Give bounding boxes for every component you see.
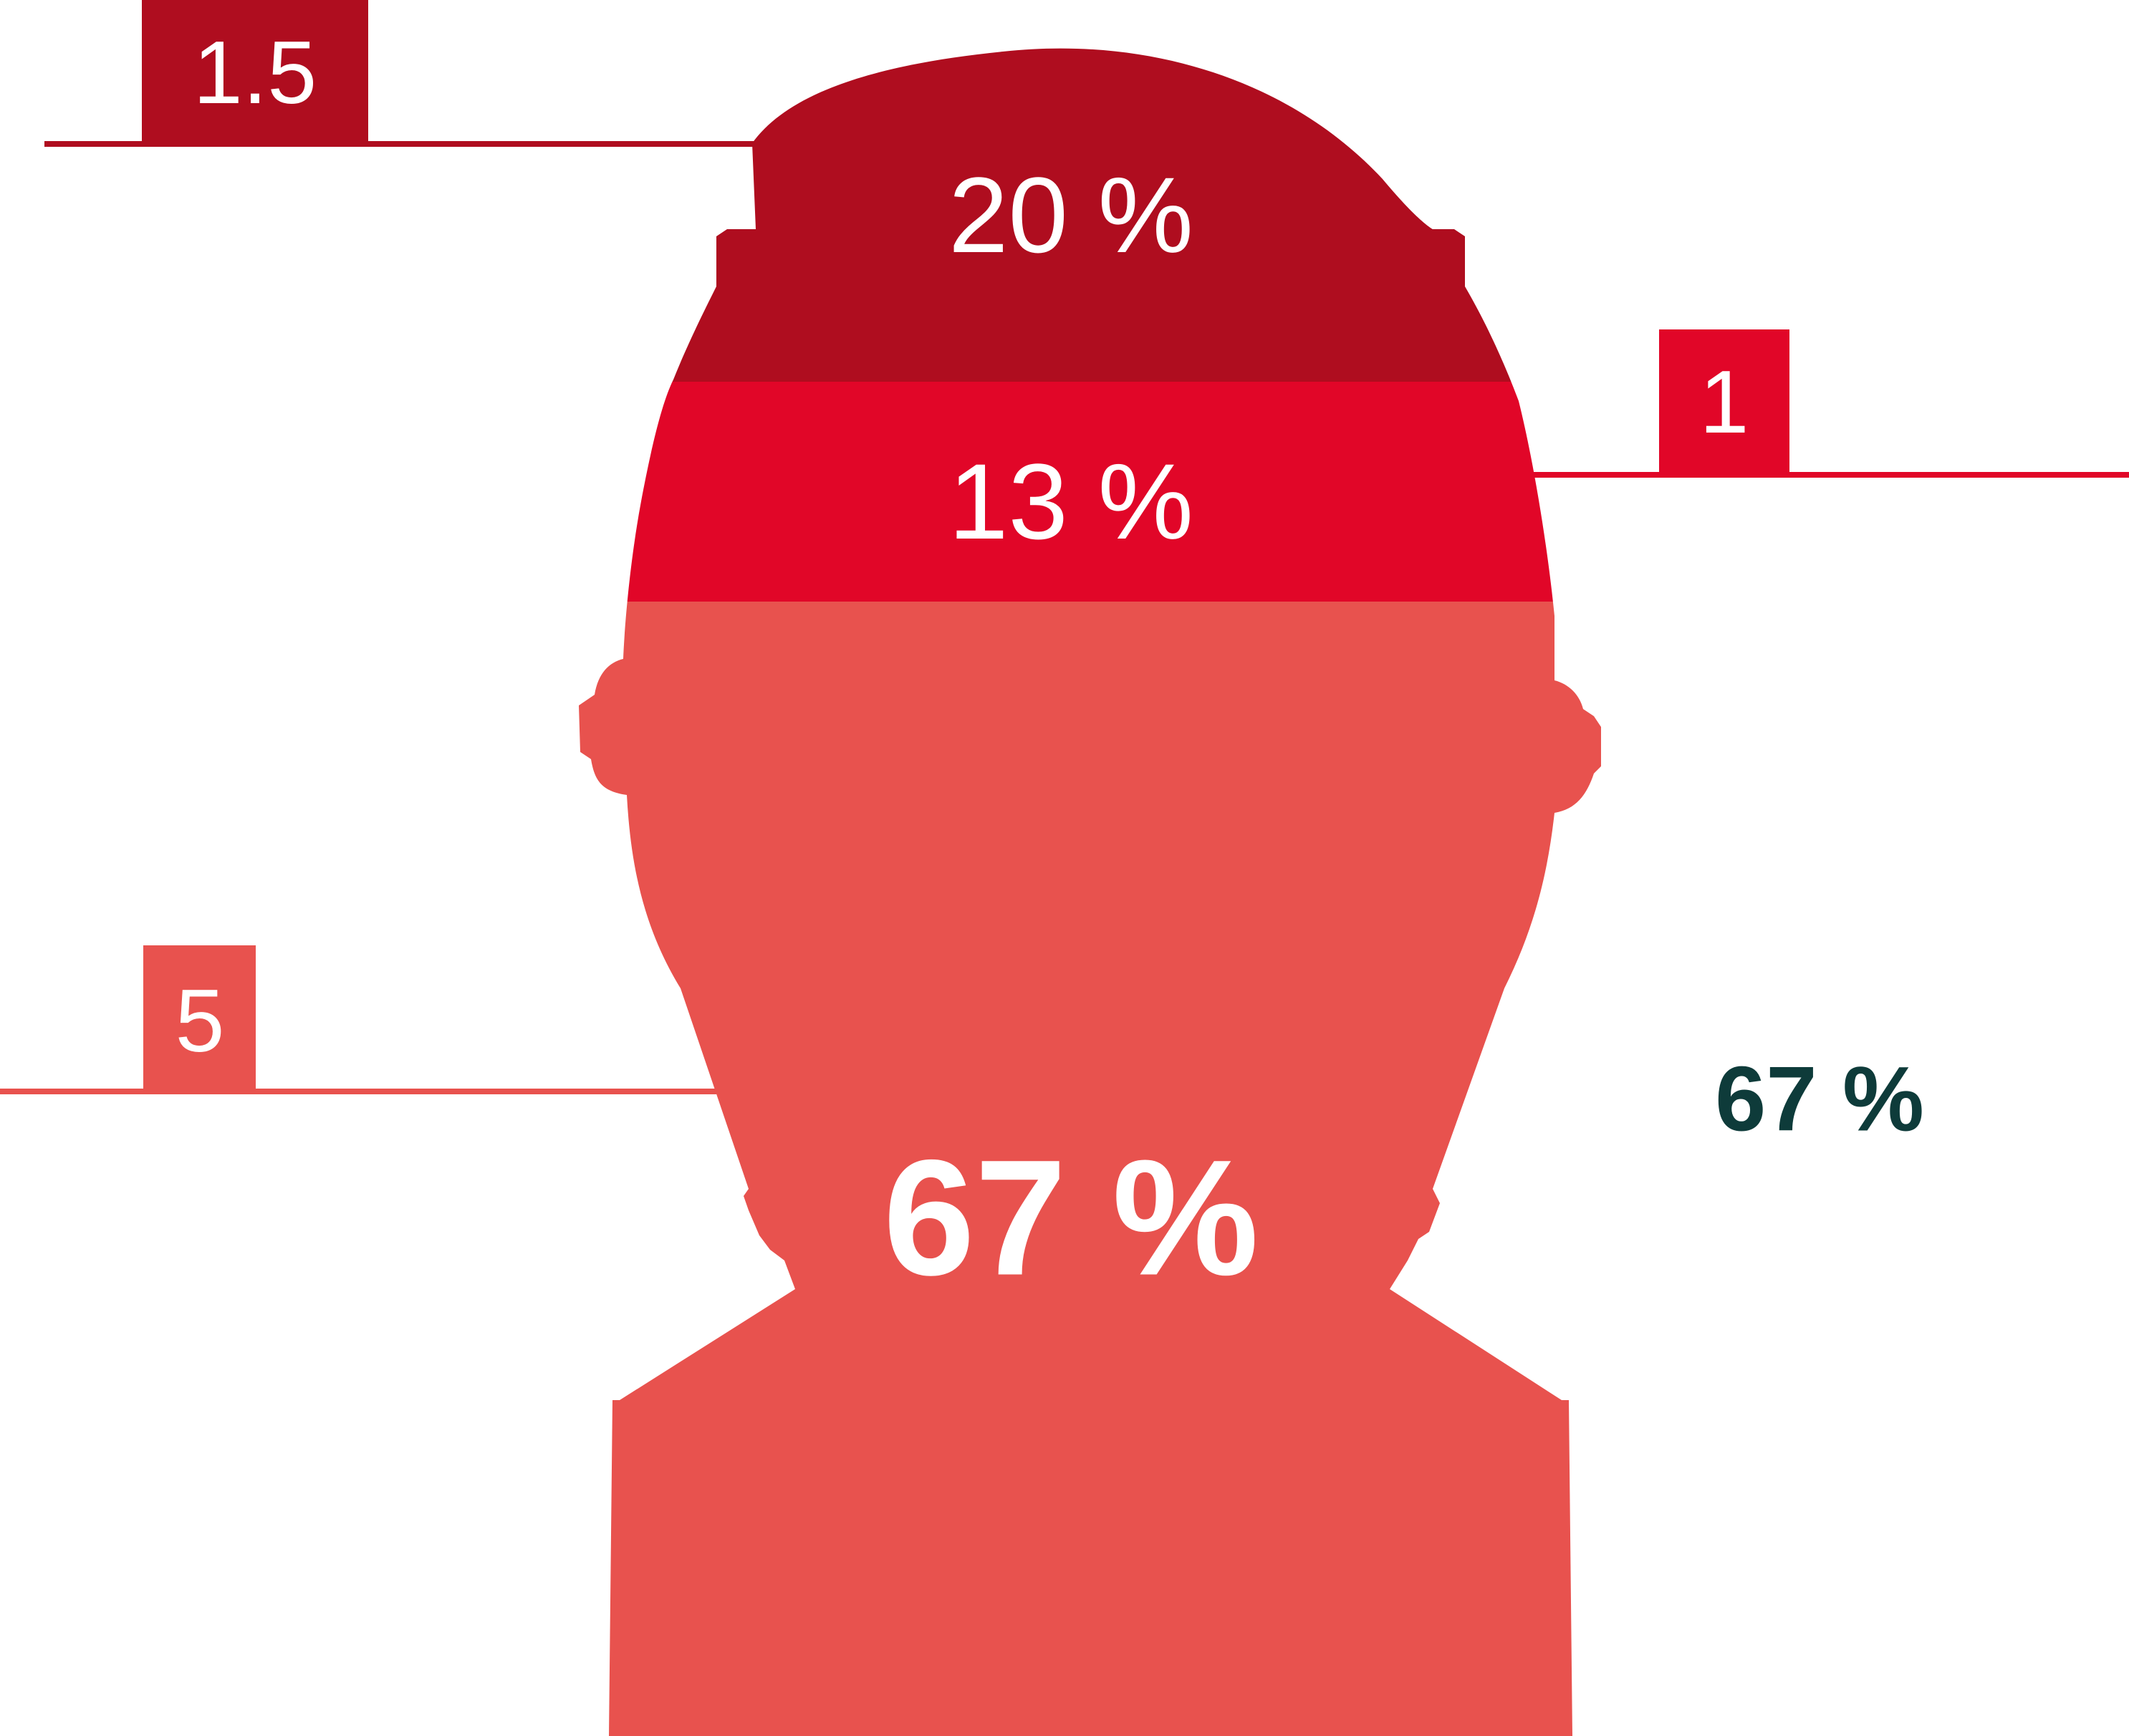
side-percentage-label: 67 % xyxy=(1715,1048,1924,1151)
segment-label-helmet-top: 20 % xyxy=(948,155,1193,275)
marker-label-bottom: 5 xyxy=(176,972,225,1071)
marker-label-top: 1.5 xyxy=(193,24,317,122)
marker-box-middle xyxy=(1659,329,1789,476)
band-1 xyxy=(579,382,1601,602)
marker-label-middle: 1 xyxy=(1700,353,1749,452)
marker-box-top xyxy=(142,0,368,145)
marker-box-bottom xyxy=(143,945,256,1093)
segment-label-helmet-brim: 13 % xyxy=(948,441,1193,561)
segment-label-head: 67 % xyxy=(883,1126,1259,1310)
band-2 xyxy=(579,602,1601,1736)
